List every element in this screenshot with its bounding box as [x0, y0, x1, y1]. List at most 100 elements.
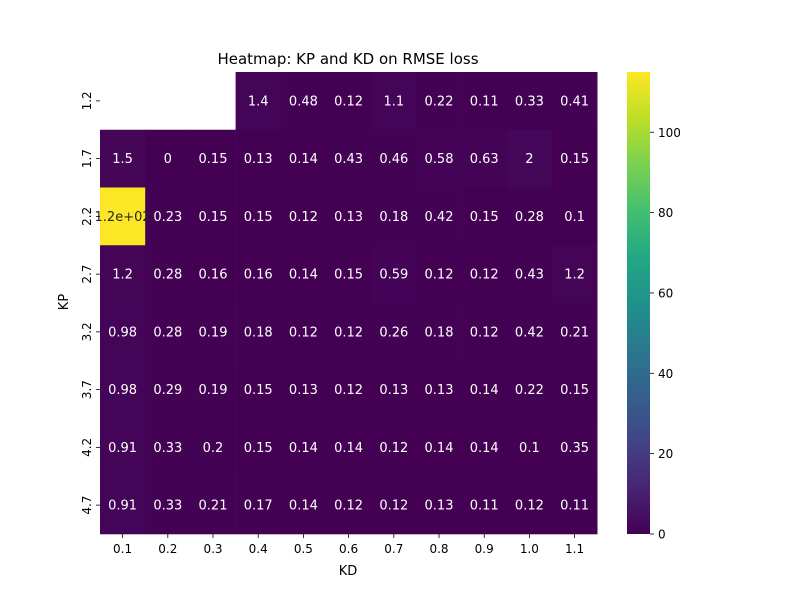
heatmap-cell — [552, 418, 598, 477]
cell-value-label: 0.12 — [334, 325, 363, 340]
cell-value-label: 0.12 — [334, 94, 363, 109]
heatmap-cell — [461, 476, 508, 535]
cell-value-label: 0.13 — [334, 210, 363, 225]
cell-value-label: 0.13 — [289, 383, 318, 398]
heatmap-cell — [461, 418, 508, 477]
heatmap-cell — [506, 187, 553, 246]
y-axis-label: KP — [57, 294, 72, 311]
cell-value-label: 0.14 — [425, 441, 454, 456]
heatmap-cell — [506, 360, 553, 419]
cell-value-label: 0.1 — [564, 210, 585, 225]
cell-value-label: 0.14 — [289, 441, 318, 456]
chart-title: Heatmap: KP and KD on RMSE loss — [217, 50, 478, 68]
cell-value-label: 0.14 — [470, 441, 499, 456]
cell-value-label: 0.22 — [425, 94, 454, 109]
heatmap-cell — [190, 360, 236, 419]
heatmap-cell — [235, 72, 282, 131]
heatmap-cell — [371, 418, 417, 477]
cell-value-label: 0.33 — [153, 499, 182, 514]
heatmap-cell — [552, 476, 598, 535]
cell-value-label: 1.5 — [112, 152, 133, 167]
cell-value-label: 0.16 — [199, 268, 228, 283]
heatmap-cell — [552, 129, 598, 188]
heatmap-cell — [145, 187, 191, 246]
cell-value-label: 0.12 — [334, 499, 363, 514]
heatmap-cell — [100, 129, 146, 188]
heatmap-cell — [235, 418, 282, 477]
heatmap-cell — [280, 303, 327, 362]
heatmap-cell — [190, 129, 236, 188]
y-axis: 1.2 1.7 2.2 2.7 3.2 3.7 4.2 4.7 — [80, 91, 100, 515]
cell-value-label: 0.12 — [379, 499, 408, 514]
heatmap-cell — [145, 245, 191, 304]
cell-value-label: 0.18 — [379, 210, 408, 225]
cell-value-label: 0.91 — [108, 499, 137, 514]
heatmap-cell — [461, 303, 508, 362]
heatmap-cell — [552, 187, 598, 246]
cell-value-label: 0.11 — [560, 499, 589, 514]
heatmap-cell — [235, 360, 282, 419]
x-tick-label: 0.9 — [475, 542, 494, 556]
heatmap-cell — [326, 129, 372, 188]
cell-value-label: 0.17 — [244, 499, 273, 514]
cell-value-label: 0.13 — [425, 499, 454, 514]
cell-value-label: 0.12 — [289, 210, 318, 225]
colorbar-tick-label: 100 — [658, 126, 681, 140]
cell-value-label: 0.15 — [560, 383, 589, 398]
cell-value-label: 0.15 — [334, 268, 363, 283]
heatmap-cell — [280, 476, 327, 535]
colorbar-tick-label: 20 — [658, 447, 673, 461]
cell-value-label: 0.13 — [379, 383, 408, 398]
heatmap-cell — [416, 187, 462, 246]
heatmap-cell — [280, 187, 327, 246]
heatmap-cell — [190, 187, 236, 246]
heatmap-cell — [280, 72, 327, 131]
y-tick-label: 2.2 — [80, 207, 94, 226]
cell-value-label: 0.28 — [515, 210, 544, 225]
cell-value-label: 0.42 — [515, 325, 544, 340]
x-tick-label: 0.2 — [158, 542, 177, 556]
heatmap-cell — [235, 187, 282, 246]
cell-value-label: 0.63 — [470, 152, 499, 167]
cell-value-label: 0.14 — [289, 152, 318, 167]
heatmap-cell — [326, 187, 372, 246]
cell-value-label: 0.15 — [244, 210, 273, 225]
cell-value-label: 0.14 — [289, 268, 318, 283]
cell-value-label: 0.12 — [379, 441, 408, 456]
heatmap-cell — [326, 72, 372, 131]
heatmap-cell — [371, 303, 417, 362]
cell-value-label: 0.15 — [244, 441, 273, 456]
cell-value-label: 0.15 — [199, 210, 228, 225]
heatmap-cell — [371, 476, 417, 535]
heatmap-cell — [145, 360, 191, 419]
cell-value-label: 0.33 — [515, 94, 544, 109]
heatmap-cell — [552, 303, 598, 362]
heatmap-cell — [190, 245, 236, 304]
heatmap-cell — [190, 418, 236, 477]
cell-value-label: 0.91 — [108, 441, 137, 456]
heatmap-cell — [100, 418, 146, 477]
heatmap-cell — [235, 303, 282, 362]
heatmap-cells — [100, 72, 598, 535]
cell-value-label: 0.18 — [244, 325, 273, 340]
cell-value-label: 0.23 — [153, 210, 182, 225]
x-tick-label: 0.3 — [203, 542, 222, 556]
heatmap-cell — [145, 418, 191, 477]
x-tick-label: 1.0 — [520, 542, 539, 556]
cell-value-label: 0.43 — [515, 268, 544, 283]
cell-value-label: 0.12 — [334, 383, 363, 398]
heatmap-cell — [100, 187, 146, 246]
cell-value-label: 1.1 — [383, 94, 404, 109]
cell-value-label: 0.21 — [199, 499, 228, 514]
cell-value-label: 0.12 — [515, 499, 544, 514]
heatmap-cell — [506, 418, 553, 477]
cell-value-label: 0.33 — [153, 441, 182, 456]
heatmap-cell — [416, 360, 462, 419]
heatmap-cell — [235, 476, 282, 535]
cell-value-label: 0.28 — [153, 268, 182, 283]
heatmap-cell — [145, 476, 191, 535]
heatmap-cell — [552, 360, 598, 419]
heatmap-cell — [506, 245, 553, 304]
cell-value-label: 0.22 — [515, 383, 544, 398]
